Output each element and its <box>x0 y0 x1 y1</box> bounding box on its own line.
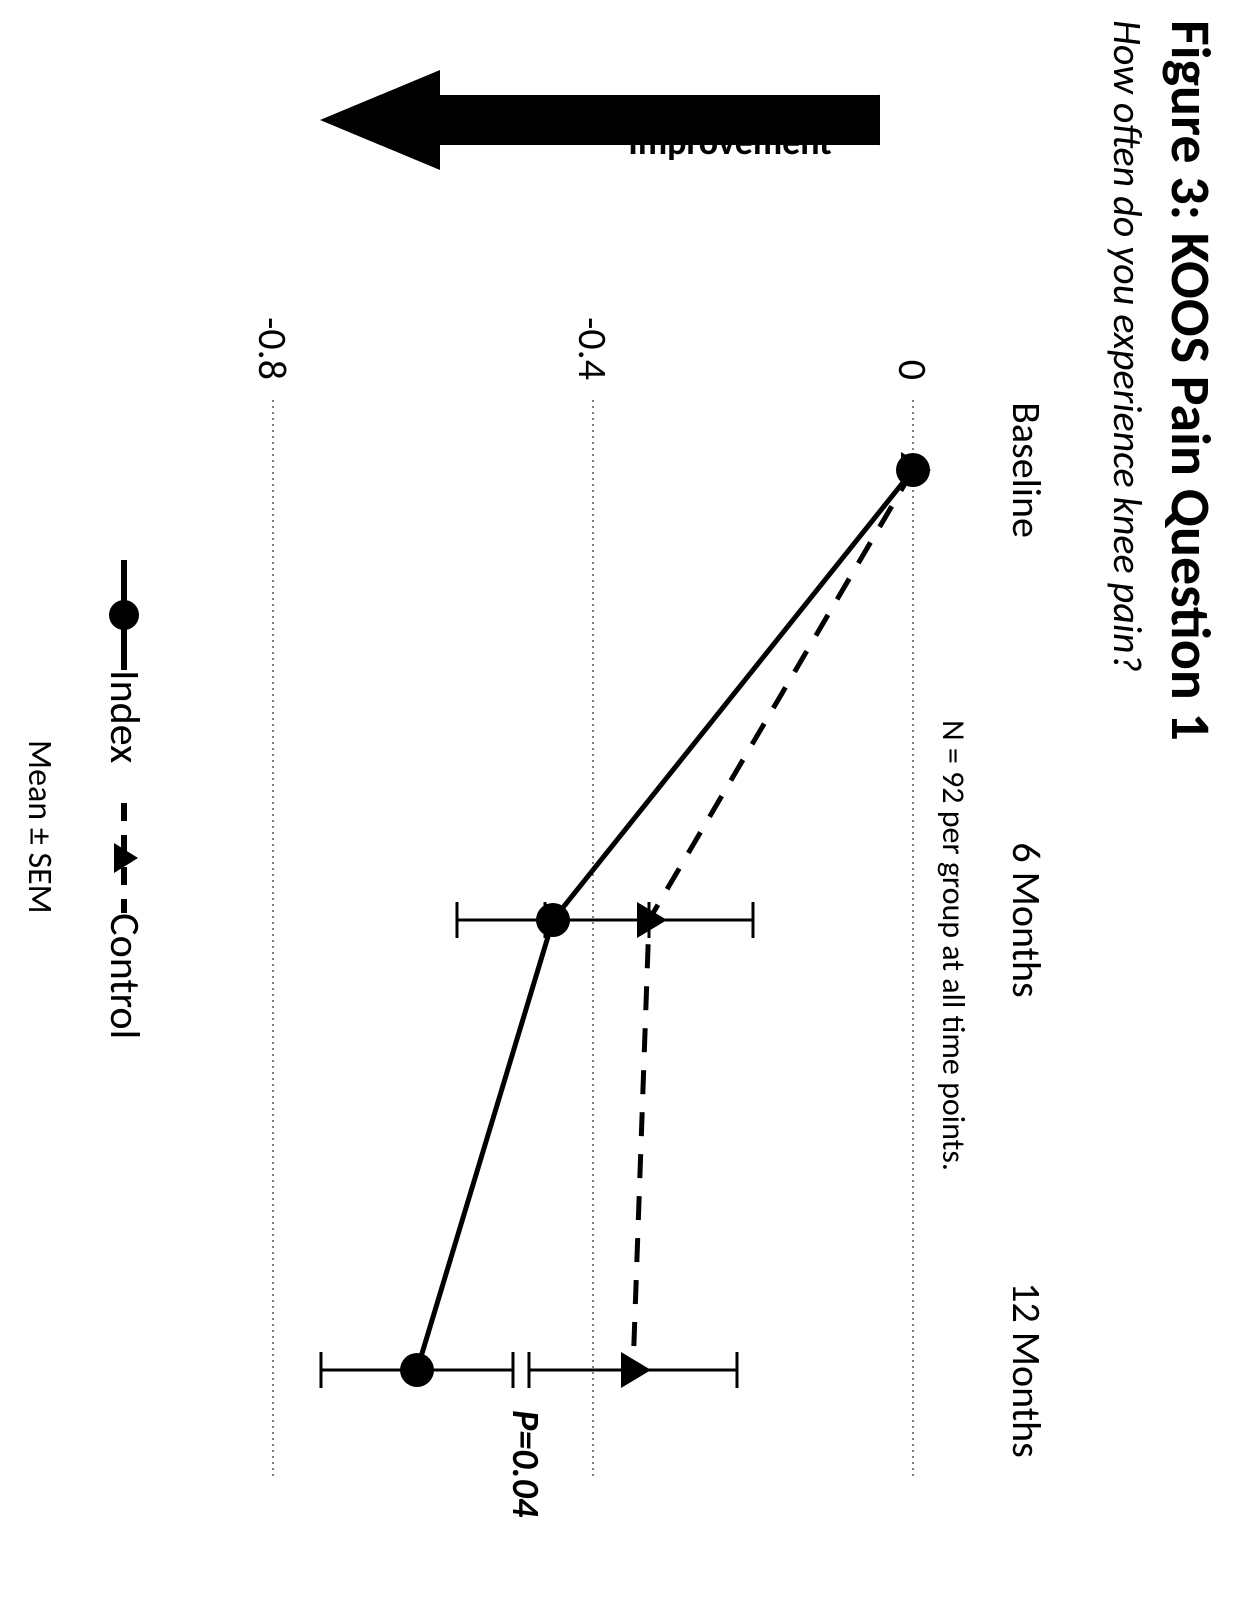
chart-plot-area: Change from Baseline 0 -0.4 -0.8 Baselin… <box>273 300 1073 1540</box>
figure-title: Figure 3: KOOS Pain Question 1 <box>1158 20 1220 1578</box>
marker-control <box>637 902 667 938</box>
legend-label: Index <box>99 670 150 763</box>
sem-label: Mean ± SEM <box>19 740 60 914</box>
improvement-label: Improvement <box>480 120 980 164</box>
sample-size-note: N = 92 per group at all time points. <box>934 720 973 1171</box>
marker-index <box>896 453 930 487</box>
chart-svg: Change from Baseline 0 -0.4 -0.8 Baselin… <box>123 300 1073 1540</box>
marker-control <box>621 1352 651 1388</box>
x-tick-label: Baseline <box>1002 402 1051 538</box>
legend-item-index: Index <box>99 560 150 763</box>
y-tick-label: -0.8 <box>248 317 297 380</box>
figure-subtitle: How often do you experience knee pain? <box>1103 20 1152 1578</box>
legend-label: Control <box>99 913 150 1039</box>
marker-index <box>536 903 570 937</box>
p-value-label: P=0.04 <box>502 1410 548 1518</box>
y-tick-label: 0 <box>888 360 937 380</box>
marker-index <box>400 1353 434 1387</box>
legend: Index Control <box>99 560 150 1039</box>
x-tick-label: 12 Months <box>1002 1282 1051 1458</box>
x-tick-label: 6 Months <box>1002 842 1051 997</box>
figure-canvas: Figure 3: KOOS Pain Question 1 How often… <box>0 0 1240 1598</box>
legend-item-control: Control <box>99 803 150 1039</box>
y-tick-label: -0.4 <box>568 317 617 380</box>
